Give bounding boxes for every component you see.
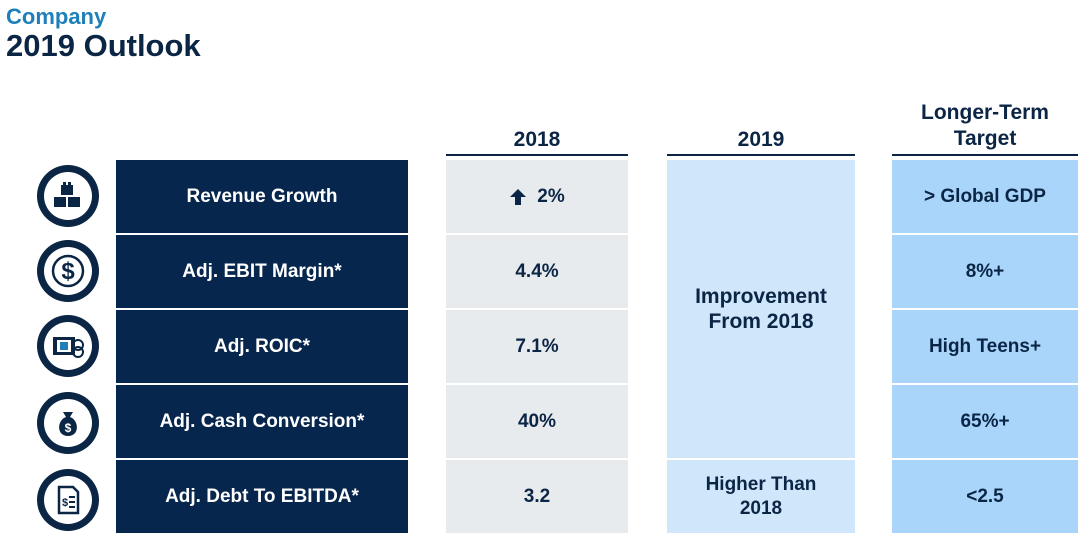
value-2018-revenue-growth: 2% xyxy=(446,160,628,233)
up-arrow-icon xyxy=(510,188,527,205)
page-title: 2019 Outlook xyxy=(6,28,201,63)
value-2019-merged-line2: From 2018 xyxy=(708,310,814,333)
column-header-2018: 2018 xyxy=(513,128,561,151)
value-2018-debt-to-ebitda: 3.2 xyxy=(446,460,628,533)
target-ebit-margin: 8%+ xyxy=(892,235,1078,308)
column-underline-2019 xyxy=(667,154,855,156)
dollar-icon: $ xyxy=(37,240,99,302)
column-header-target-line2: Target xyxy=(953,127,1017,150)
metric-label-revenue-growth: Revenue Growth xyxy=(116,160,408,233)
metric-label-roic: Adj. ROIC* xyxy=(116,310,408,383)
invoice-icon: $ xyxy=(37,469,99,531)
value-2018-cash-conversion: 40% xyxy=(446,385,628,458)
money-bag-icon: $ xyxy=(37,392,99,454)
svg-text:$: $ xyxy=(62,497,68,509)
value-2019-debt-line2: 2018 xyxy=(739,497,783,519)
column-header-2019: 2019 xyxy=(737,128,785,151)
column-underline-2018 xyxy=(446,154,628,156)
company-label: Company xyxy=(6,4,107,29)
target-revenue-growth: > Global GDP xyxy=(892,160,1078,233)
column-underline-target xyxy=(892,154,1078,156)
value-2018-ebit-margin: 4.4% xyxy=(446,235,628,308)
column-header-target-line1: Longer-Term xyxy=(921,101,1049,124)
value-2019-merged-line1: Improvement xyxy=(695,285,827,308)
target-roic: High Teens+ xyxy=(892,310,1078,383)
column-header-target: Longer-Term Target xyxy=(892,100,1078,152)
target-debt-to-ebitda: <2.5 xyxy=(892,460,1078,533)
svg-text:$: $ xyxy=(65,421,72,435)
value-2019-merged: Improvement From 2018 xyxy=(667,160,855,458)
metric-label-cash-conversion: Adj. Cash Conversion* xyxy=(116,385,408,458)
blocks-icon xyxy=(37,165,99,227)
metric-label-ebit-margin: Adj. EBIT Margin* xyxy=(116,235,408,308)
money-stack-icon xyxy=(37,315,99,377)
value-2018-roic: 7.1% xyxy=(446,310,628,383)
svg-text:$: $ xyxy=(61,258,75,285)
value-2019-debt-to-ebitda: Higher Than 2018 xyxy=(667,460,855,533)
metric-label-debt-to-ebitda: Adj. Debt To EBITDA* xyxy=(116,460,408,533)
value-2019-debt-line1: Higher Than xyxy=(705,473,817,495)
target-cash-conversion: 65%+ xyxy=(892,385,1078,458)
value-2018-revenue-growth-text: 2% xyxy=(537,185,565,207)
